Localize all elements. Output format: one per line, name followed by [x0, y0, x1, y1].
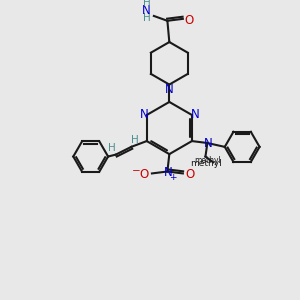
- Text: O: O: [140, 168, 149, 182]
- Text: −: −: [132, 166, 141, 176]
- Text: N: N: [142, 4, 151, 17]
- Text: H: H: [143, 13, 151, 23]
- Text: +: +: [169, 173, 177, 182]
- Text: methyl: methyl: [194, 156, 221, 165]
- Text: H: H: [143, 0, 151, 8]
- Text: N: N: [164, 166, 173, 178]
- Text: N: N: [140, 108, 148, 121]
- Text: O: O: [185, 168, 194, 182]
- Text: H: H: [108, 143, 116, 153]
- Text: N: N: [165, 83, 174, 96]
- Text: O: O: [184, 14, 193, 27]
- Text: H: H: [131, 135, 139, 145]
- Text: methyl: methyl: [190, 159, 222, 168]
- Text: N: N: [190, 108, 199, 121]
- Text: N: N: [204, 137, 213, 150]
